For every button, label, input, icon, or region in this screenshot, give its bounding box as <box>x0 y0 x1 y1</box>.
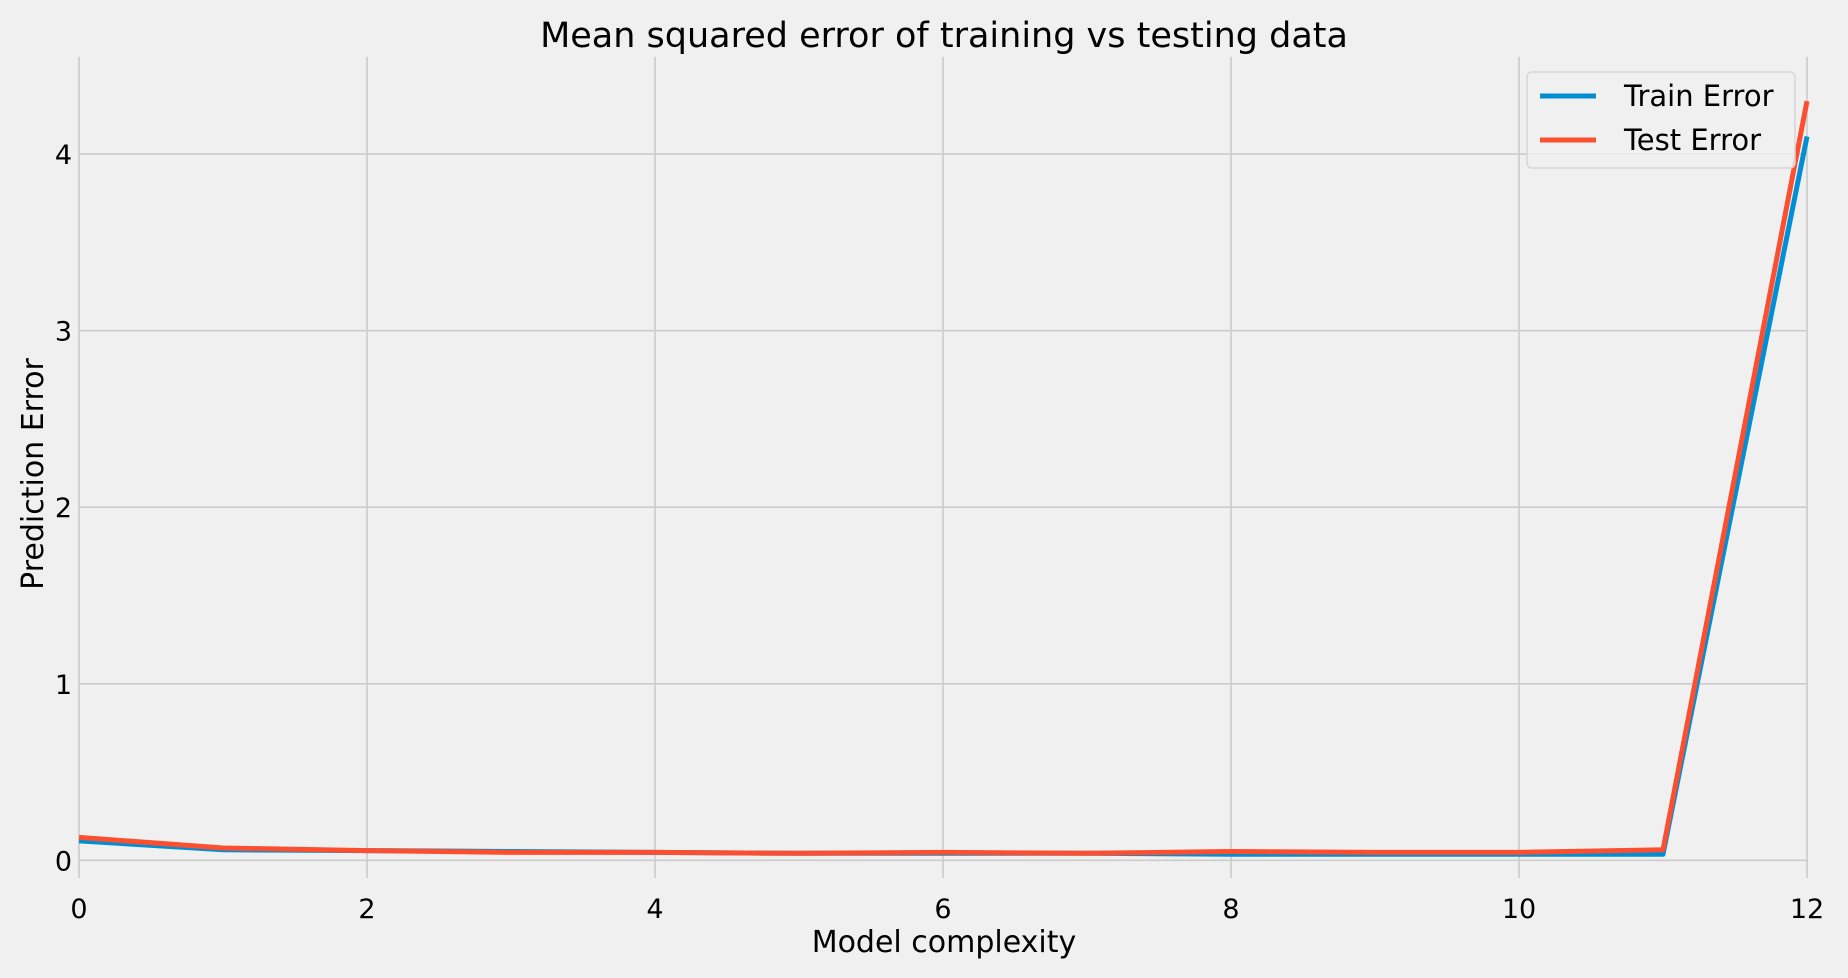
x-tick-label: 8 <box>1222 894 1239 925</box>
series-lines <box>78 100 1810 857</box>
x-axis-ticks: 0 2 4 6 8 10 12 <box>70 894 1824 925</box>
x-tick-label: 4 <box>646 894 663 925</box>
legend-label-train-error: Train Error <box>1623 79 1774 113</box>
x-tick-label: 6 <box>934 894 951 925</box>
legend: Train Error Test Error <box>1526 71 1796 169</box>
grid <box>78 57 1808 878</box>
y-tick-label: 0 <box>55 846 72 877</box>
legend-label-test-error: Test Error <box>1623 123 1761 157</box>
y-axis-ticks: 0 1 2 3 4 <box>55 140 72 877</box>
x-axis-label: Model complexity <box>812 925 1077 960</box>
x-tick-label: 0 <box>70 894 87 925</box>
x-tick-label: 12 <box>1790 894 1824 925</box>
y-tick-label: 4 <box>55 140 72 171</box>
y-tick-label: 1 <box>55 670 72 701</box>
y-axis-label: Prediction Error <box>16 357 51 589</box>
series-line-test-error <box>78 100 1810 856</box>
x-tick-label: 10 <box>1502 894 1536 925</box>
chart-title: Mean squared error of training vs testin… <box>540 16 1348 56</box>
y-tick-label: 3 <box>55 317 72 348</box>
y-tick-label: 2 <box>55 493 72 524</box>
x-tick-label: 2 <box>358 894 375 925</box>
